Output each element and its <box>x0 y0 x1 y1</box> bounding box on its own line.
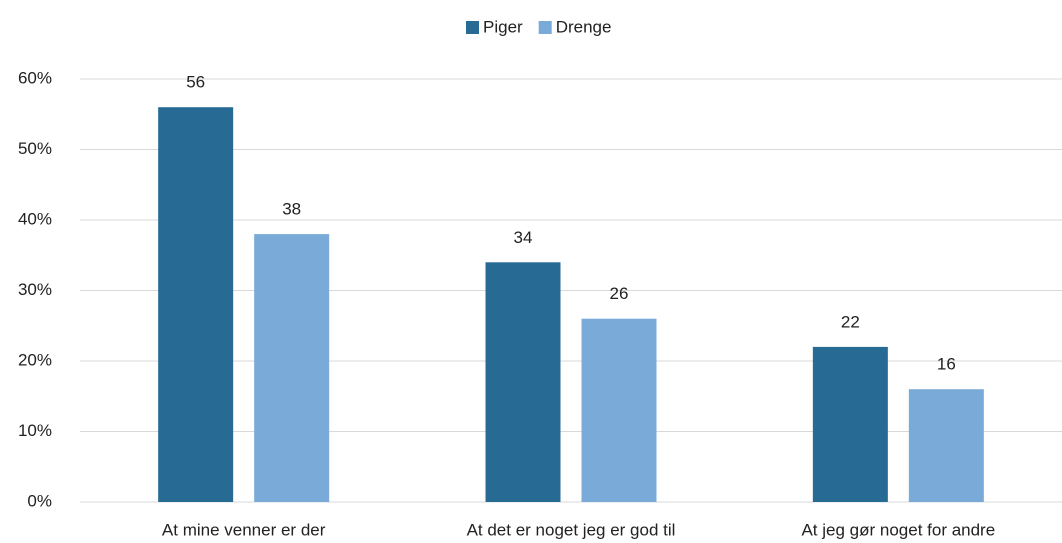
data-label: 56 <box>186 73 205 92</box>
data-label: 26 <box>610 284 629 303</box>
y-tick-label: 30% <box>18 280 52 299</box>
legend-label: Drenge <box>556 17 612 36</box>
y-tick-label: 20% <box>18 350 52 369</box>
y-tick-label: 60% <box>18 68 52 87</box>
legend-swatch <box>538 21 552 34</box>
x-tick-label: At mine venner er der <box>162 520 326 539</box>
legend-swatch <box>466 21 479 34</box>
bar <box>581 318 657 502</box>
y-tick-label: 50% <box>18 139 52 158</box>
x-tick-label: At det er noget jeg er god til <box>467 520 676 539</box>
bar <box>485 262 561 502</box>
bar <box>812 346 888 502</box>
bar <box>908 389 984 502</box>
x-tick-label: At jeg gør noget for andre <box>801 520 995 539</box>
data-label: 34 <box>514 228 533 247</box>
y-tick-label: 10% <box>18 421 52 440</box>
data-label: 38 <box>282 200 301 219</box>
y-tick-label: 0% <box>27 491 52 510</box>
y-tick-label: 40% <box>18 209 52 228</box>
legend-label: Piger <box>483 17 523 36</box>
data-label: 22 <box>841 312 860 331</box>
data-label: 16 <box>937 355 956 374</box>
bar <box>254 234 330 502</box>
bar <box>158 107 234 502</box>
